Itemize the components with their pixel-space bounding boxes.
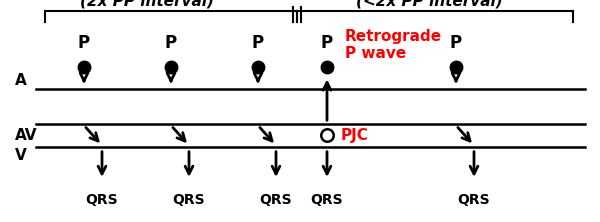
Text: (<2x PP interval): (<2x PP interval)	[356, 0, 502, 9]
Text: P: P	[165, 34, 177, 52]
Text: QRS: QRS	[173, 193, 205, 207]
Text: Retrograde
P wave: Retrograde P wave	[345, 29, 442, 61]
Text: V: V	[15, 148, 27, 163]
Text: P: P	[78, 34, 90, 52]
Text: QRS: QRS	[458, 193, 490, 207]
Text: AV: AV	[15, 128, 37, 143]
Text: P: P	[450, 34, 462, 52]
Text: (2x PP interval): (2x PP interval)	[80, 0, 214, 9]
Text: P: P	[252, 34, 264, 52]
Text: QRS: QRS	[311, 193, 343, 207]
Text: PJC: PJC	[340, 128, 368, 143]
Text: P: P	[321, 34, 333, 52]
Text: QRS: QRS	[260, 193, 292, 207]
Text: A: A	[15, 73, 27, 88]
Text: QRS: QRS	[86, 193, 118, 207]
